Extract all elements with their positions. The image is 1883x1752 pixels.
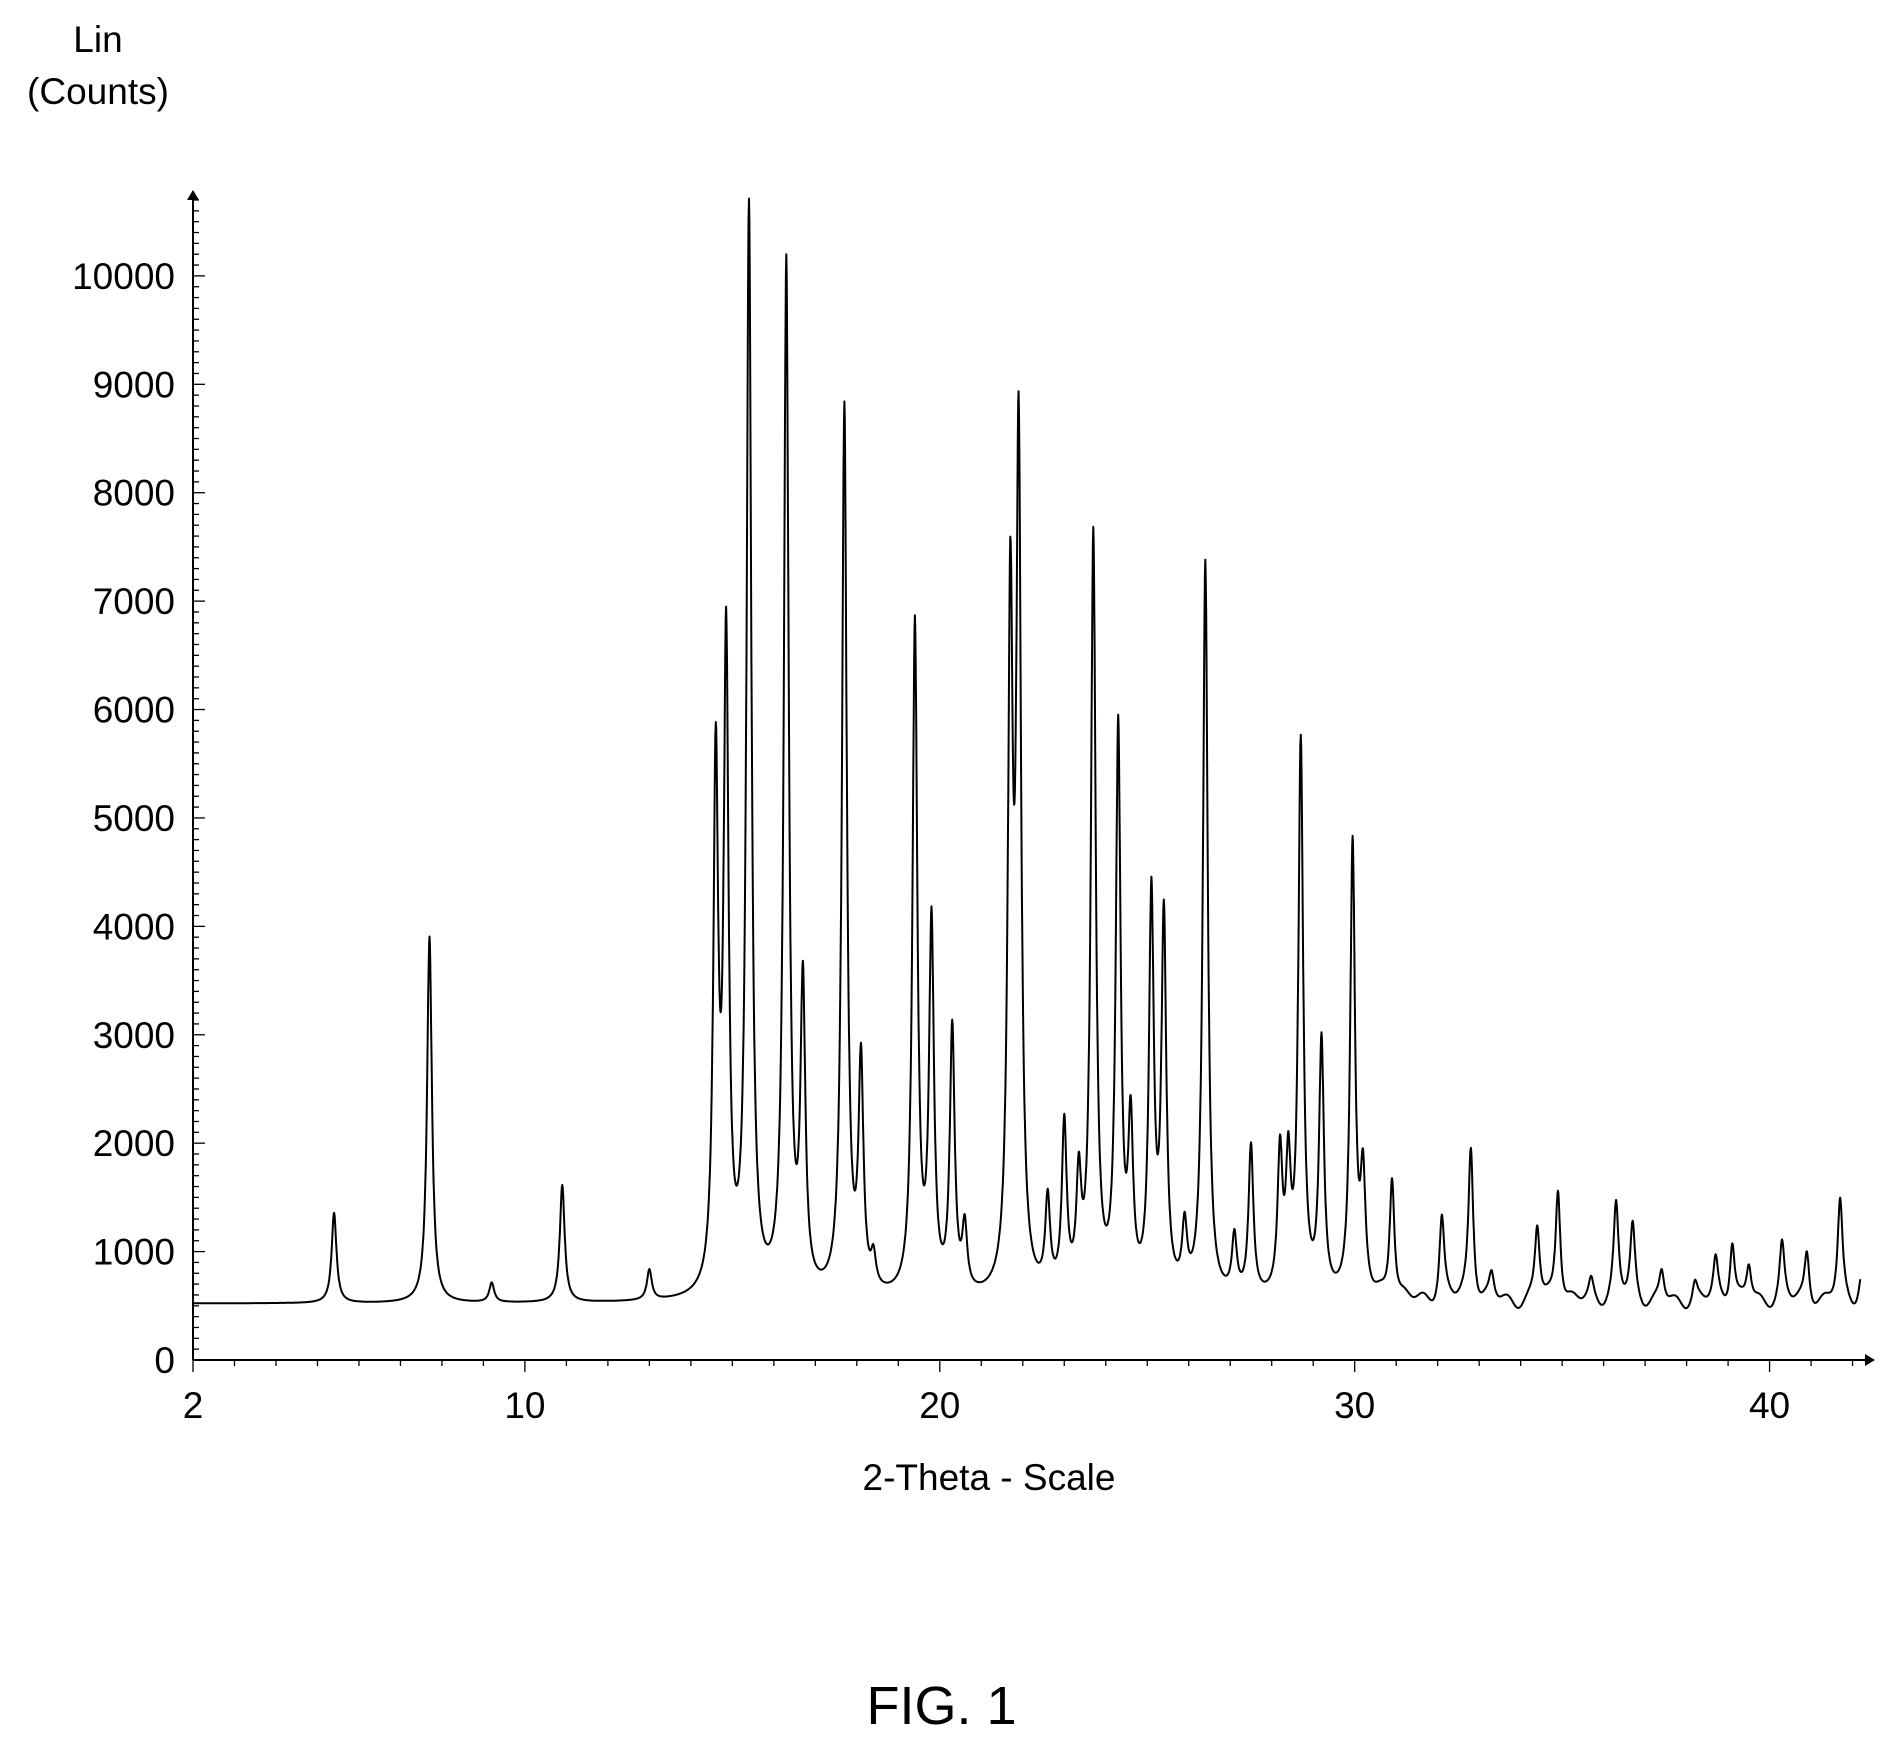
y-tick-label: 3000 xyxy=(93,1015,175,1056)
y-tick-label: 1000 xyxy=(93,1232,175,1273)
y-axis-arrow xyxy=(187,190,199,200)
y-tick-label: 10000 xyxy=(72,256,175,297)
x-axis-ticks: 2 10 20 30 40 2-Theta - Scale xyxy=(183,1360,1854,1498)
y-axis-ticks: 0 1000 2000 3000 4000 5000 6000 7000 8000 9000 100… xyxy=(72,199,205,1381)
y-axis-label-line1: Lin xyxy=(73,19,123,60)
y-tick-label: 6000 xyxy=(93,690,175,731)
y-tick-label: 2000 xyxy=(93,1123,175,1164)
y-tick-label: 7000 xyxy=(93,581,175,622)
x-axis-label: 2-Theta - Scale xyxy=(863,1457,1116,1498)
x-axis-arrow xyxy=(1865,1354,1875,1366)
x-tick-label: 2 xyxy=(183,1385,204,1426)
y-axis-label-line2: (Counts) xyxy=(27,71,169,112)
x-tick-label: 10 xyxy=(504,1385,545,1426)
y-tick-label: 0 xyxy=(154,1340,175,1381)
chart-axes xyxy=(187,190,1875,1366)
y-tick-label: 8000 xyxy=(93,473,175,514)
x-tick-label: 20 xyxy=(919,1385,960,1426)
x-tick-label: 40 xyxy=(1749,1385,1790,1426)
y-tick-label: 9000 xyxy=(93,364,175,405)
y-tick-label: 5000 xyxy=(93,798,175,839)
figure-caption: FIG. 1 xyxy=(866,1676,1017,1736)
diffraction-pattern-line xyxy=(192,197,1862,1310)
x-tick-label: 30 xyxy=(1334,1385,1375,1426)
y-tick-label: 4000 xyxy=(93,906,175,947)
